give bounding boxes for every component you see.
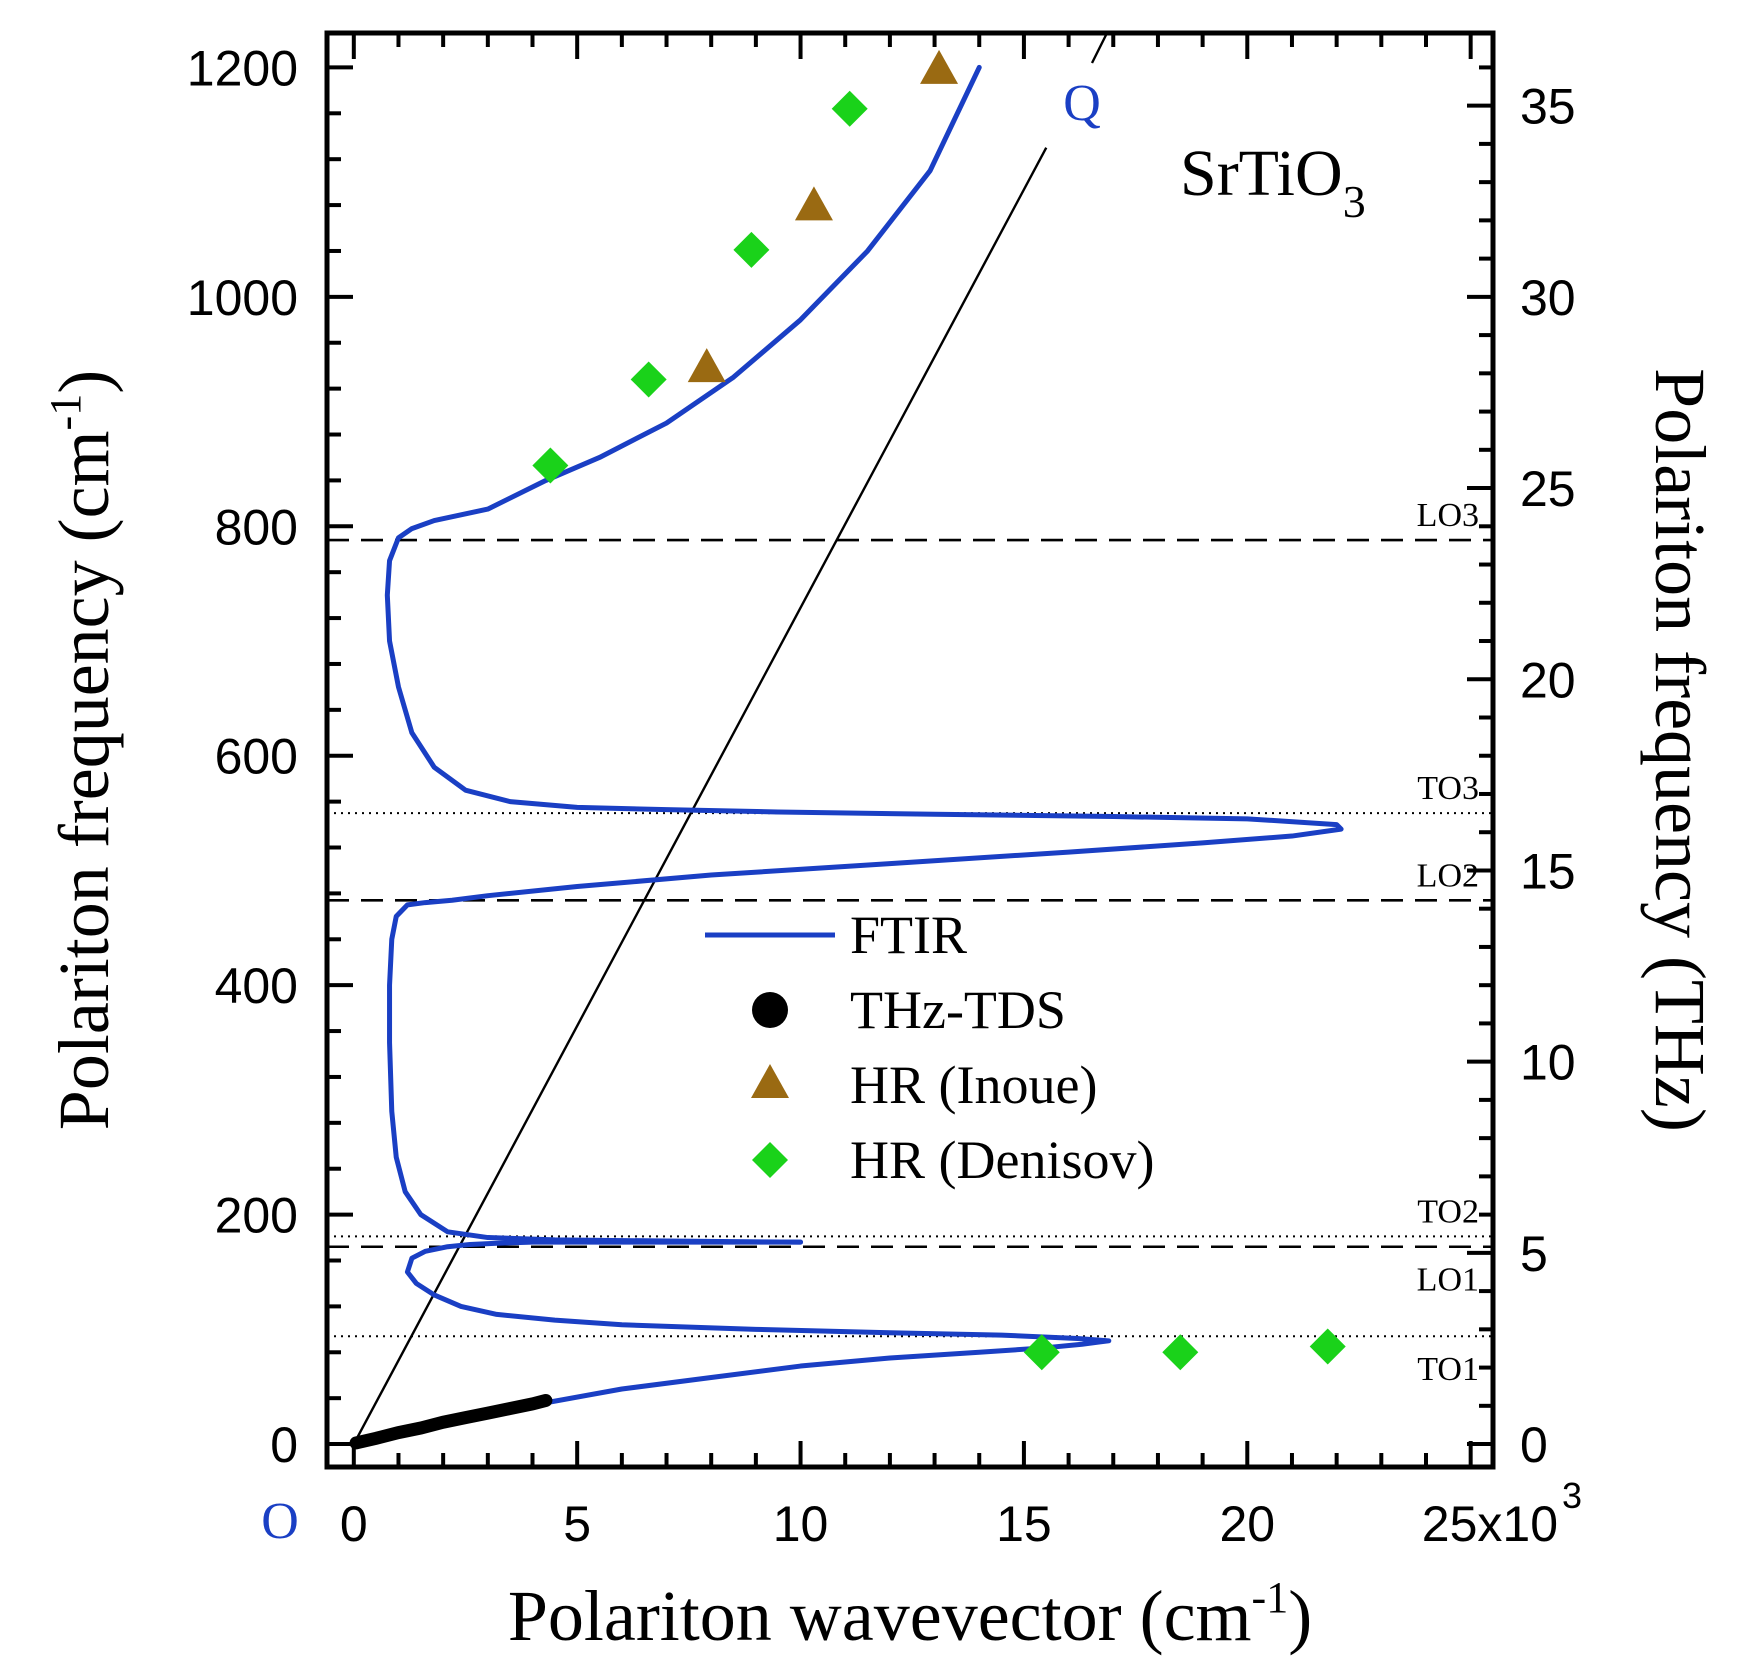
inoue-point: [920, 49, 959, 84]
legend-thz-tds-swatch: [752, 992, 788, 1028]
y2-tick-label: 15: [1520, 843, 1576, 899]
legend-label: FTIR: [850, 905, 967, 965]
y-tick-label: 200: [215, 1188, 298, 1244]
reference-label-to1: TO1: [1417, 1351, 1479, 1388]
y2-tick-label: 30: [1520, 270, 1576, 326]
y2-axis-title: Polariton frequency (THz): [1640, 368, 1720, 1132]
x-tick-label: 0: [340, 1496, 368, 1552]
reference-label-lo2: LO2: [1417, 857, 1479, 894]
light-line-tail: [1090, 32, 1109, 64]
plot-border: [324, 30, 1496, 1470]
inoue-point: [794, 186, 833, 221]
denisov-point: [733, 231, 770, 268]
light-line-label: Q: [1063, 75, 1101, 132]
denisov-point: [1162, 1334, 1199, 1371]
y2-tick-label: 20: [1520, 652, 1576, 708]
denisov-point: [831, 90, 868, 127]
series-layer: [349, 32, 1346, 1450]
y-tick-label: 0: [270, 1417, 298, 1473]
x-multiplier-label: 25x10: [1422, 1496, 1558, 1552]
ftir-curve-upper: [384, 64, 1344, 1245]
legend-label: HR (Denisov): [850, 1130, 1154, 1190]
light-line: [352, 147, 1048, 1445]
denisov-point: [532, 447, 569, 484]
x-multiplier-exponent: 3: [1562, 1475, 1582, 1516]
y-tick-label: 1000: [187, 270, 298, 326]
y-tick-label: 600: [215, 729, 298, 785]
reference-label-lo3: LO3: [1417, 497, 1479, 534]
y2-tick-label: 10: [1520, 1035, 1576, 1091]
reference-label-to3: TO3: [1417, 770, 1479, 807]
chart-title: SrTiO3: [1180, 137, 1366, 227]
x-axis-title: Polariton wavevector (cm-1): [508, 1573, 1312, 1656]
denisov-point: [1309, 1328, 1346, 1365]
y2-tick-label: 35: [1520, 79, 1576, 135]
legend-label: THz-TDS: [850, 980, 1066, 1040]
denisov-point: [1023, 1334, 1060, 1371]
y-tick-label: 1200: [187, 40, 298, 96]
denisov-point: [630, 361, 667, 398]
y2-tick-label: 0: [1520, 1417, 1548, 1473]
labels: 0 5 10 15 20 25x10302004006008001000120005101…: [41, 40, 1720, 1656]
x-tick-label: 20: [1219, 1496, 1275, 1552]
y-tick-label: 800: [215, 499, 298, 555]
thz-tds-trace: [349, 1393, 553, 1450]
origin-label: O: [261, 1493, 299, 1550]
y-axis-title: Polariton frequency (cm-1): [41, 370, 124, 1130]
y2-tick-label: 5: [1520, 1226, 1548, 1282]
legend-label: HR (Inoue): [850, 1055, 1097, 1115]
y2-tick-label: 25: [1520, 461, 1576, 517]
ftir-curve-lower: [404, 1239, 1112, 1406]
x-tick-label: 5: [563, 1496, 591, 1552]
legend-denisov-swatch: [752, 1142, 788, 1178]
inoue-point: [687, 348, 726, 383]
legend-inoue-swatch: [751, 1064, 789, 1098]
reference-label-to2: TO2: [1417, 1193, 1479, 1230]
x-tick-label: 10: [773, 1496, 829, 1552]
x-tick-label: 15: [996, 1496, 1052, 1552]
y-tick-label: 400: [215, 958, 298, 1014]
reference-label-lo1: LO1: [1417, 1262, 1479, 1299]
plot-frame: [324, 30, 1496, 1470]
